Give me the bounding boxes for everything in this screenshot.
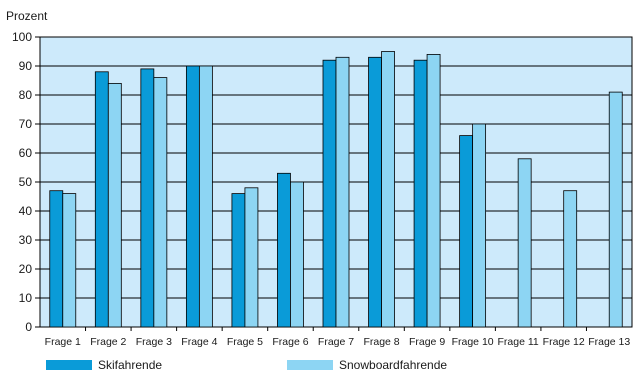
y-tick-label: 20 [19,262,33,276]
bar-snowboardfahrende-7 [335,56,350,328]
legend-swatch-snowboardfahrende [287,360,333,370]
bar-snowboardfahrende-5 [244,187,259,328]
bar-snowboardfahrende-3 [153,77,168,328]
x-tick-label: Frage 10 [452,336,494,348]
bar-skifahrende-7 [322,59,337,328]
bars [49,51,623,328]
bar-skifahrende-2 [94,71,109,328]
y-tick-label: 80 [19,88,33,102]
bar-snowboardfahrende-13 [608,91,623,328]
bar-snowboardfahrende-12 [563,190,578,328]
x-axis-ticks: Frage 1 Frage 2 Frage 3 Frage 4 Frage 5 Frage… [45,327,630,348]
bar-skifahrende-3 [140,68,155,328]
bar-skifahrende-9 [413,59,428,328]
y-axis-label: Prozent [6,9,48,23]
y-tick-label: 100 [12,30,32,44]
y-tick-label: 40 [19,204,33,218]
x-tick-label: Frage 6 [272,336,308,348]
y-tick-label: 50 [19,175,33,189]
bar-snowboardfahrende-10 [472,123,487,328]
y-tick-label: 90 [19,59,33,73]
bar-snowboardfahrende-1 [62,193,77,328]
bar-snowboardfahrende-6 [290,181,304,328]
bar-snowboardfahrende-2 [107,83,122,328]
bar-snowboardfahrende-11 [517,158,532,328]
legend-label-skifahrende: Skifahrende [98,358,163,372]
x-tick-label: Frage 11 [498,336,539,348]
x-tick-label: Frage 4 [181,336,217,348]
x-tick-label: Frage 2 [90,336,126,348]
bar-skifahrende-1 [49,190,64,328]
bar-snowboardfahrende-4 [198,65,213,328]
x-tick-label: Frage 12 [543,336,585,348]
legend-item-skifahrende: Skifahrende [46,357,162,373]
legend-label-snowboardfahrende: Snowboardfahrende [339,358,448,372]
x-tick-label: Frage 9 [409,336,445,348]
bar-skifahrende-6 [277,172,291,328]
y-tick-label: 0 [25,320,32,334]
bar-skifahrende-10 [459,135,474,328]
bar-snowboardfahrende-8 [381,51,395,328]
legend-item-snowboardfahrende: Snowboardfahrende [287,357,447,373]
y-axis-ticks: 0 10 20 30 40 50 60 70 80 90 100 [12,30,40,334]
x-tick-label: Frage 13 [588,336,630,348]
x-tick-label: Frage 8 [363,336,399,348]
y-tick-label: 60 [19,146,33,160]
bar-snowboardfahrende-9 [426,54,441,328]
x-tick-label: Frage 3 [136,336,172,348]
bar-skifahrende-5 [231,193,246,328]
bar-skifahrende-4 [185,65,200,328]
y-tick-label: 10 [19,291,33,305]
y-tick-label: 30 [19,233,33,247]
y-tick-label: 70 [19,117,33,131]
bar-skifahrende-8 [368,56,382,328]
x-tick-label: Frage 7 [318,336,354,348]
x-tick-label: Frage 1 [45,336,81,348]
x-tick-label: Frage 5 [227,336,263,348]
legend-swatch-skifahrende [46,360,92,370]
